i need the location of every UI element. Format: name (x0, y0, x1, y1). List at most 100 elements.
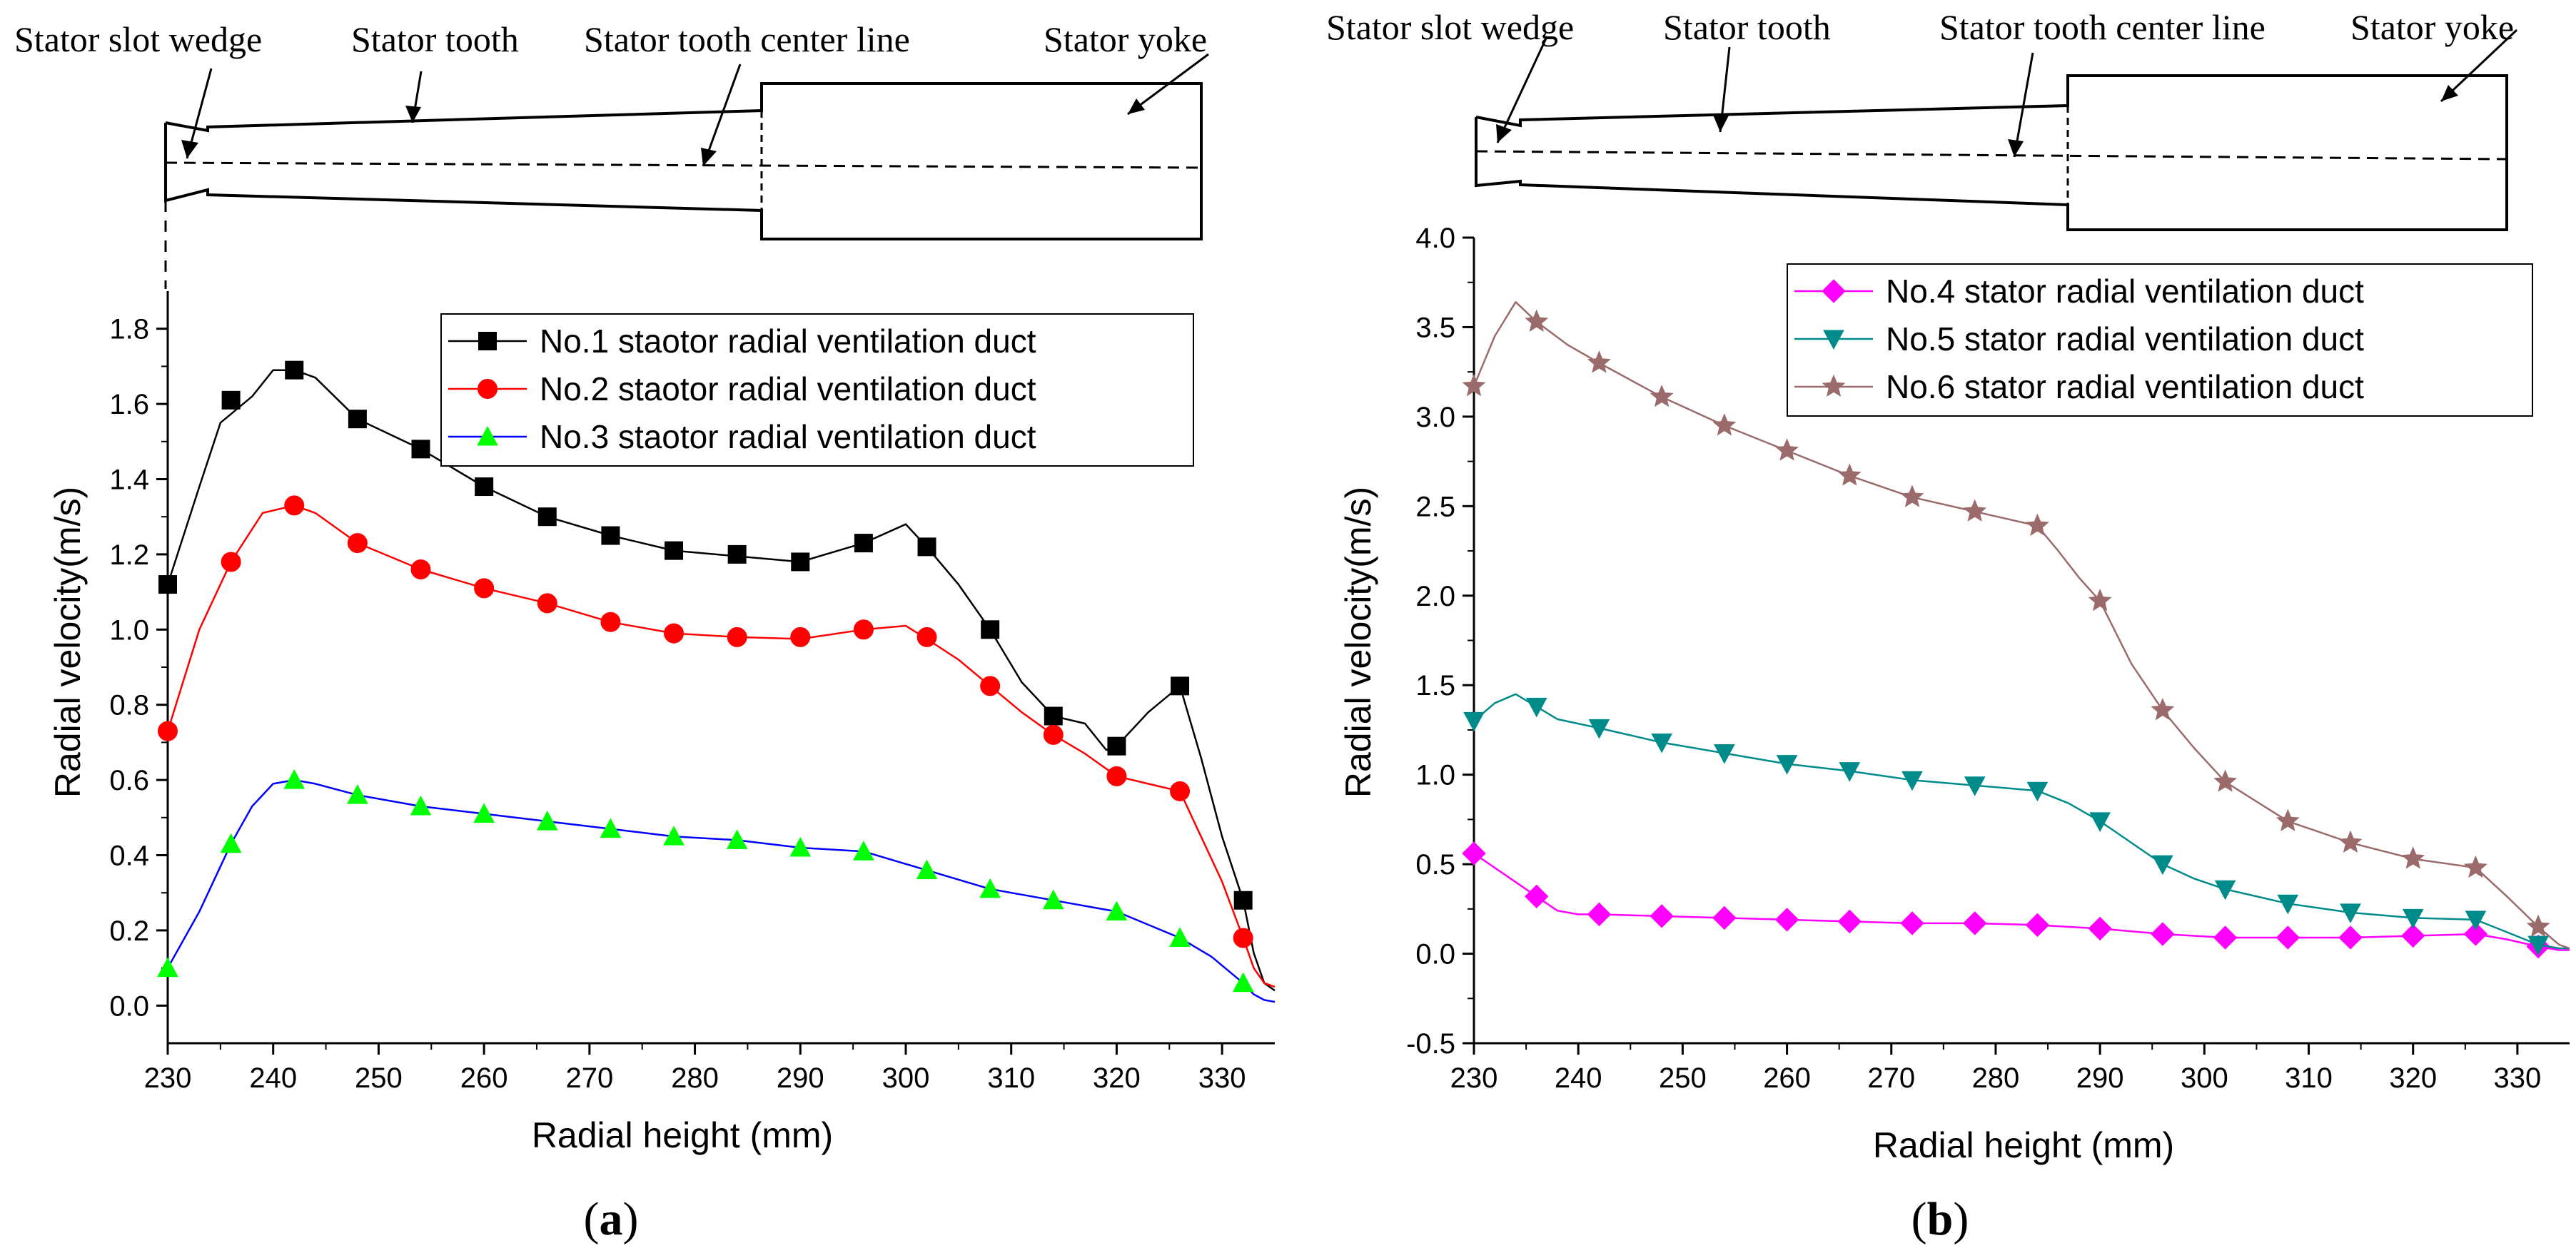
data-point-a-1 (601, 526, 620, 545)
x-tick-label-a: 240 (249, 1062, 297, 1094)
data-point-b-3 (1963, 499, 1987, 522)
data-point-b-2 (2277, 894, 2299, 915)
legend-label-a-2: No.2 staotor radial ventilation duct (540, 370, 1036, 407)
data-point-a-3 (916, 859, 938, 880)
data-point-b-3 (1900, 485, 1924, 507)
wedge-arrow-head-b (1496, 124, 1512, 143)
yoke-arrow-head-a (1128, 98, 1145, 114)
series-a-2 (158, 495, 1276, 988)
data-point-b-1 (2401, 923, 2425, 948)
x-tick-label-a: 290 (777, 1062, 824, 1094)
data-point-b-1 (2151, 922, 2175, 946)
data-point-a-3 (600, 818, 622, 838)
data-point-a-2 (474, 578, 495, 599)
data-point-a-1 (221, 390, 241, 410)
data-point-a-2 (980, 676, 1001, 696)
data-point-a-1 (727, 544, 747, 564)
data-point-a-3 (1232, 972, 1254, 993)
y-axis-label-b: Radial velocity(m/s) (1338, 487, 1378, 798)
legend-box-a (440, 313, 1194, 467)
data-point-b-3 (1525, 309, 1549, 332)
label-slot-wedge-a: Stator slot wedge (14, 19, 262, 59)
data-point-a-1 (475, 477, 494, 497)
data-point-b-3 (2025, 513, 2049, 536)
x-tick-label-b: 290 (2076, 1062, 2124, 1094)
y-tick-label-a: 0.6 (109, 765, 149, 796)
data-point-a-3 (726, 829, 748, 849)
plot-area-b: 230 240 250 260 270 280 290 300 310 320 330 -0.5 0.0… (1406, 223, 2570, 1094)
data-point-a-1 (665, 541, 684, 560)
label-stator-yoke-b: Stator yoke (2350, 7, 2514, 47)
y-tick-label-b: 0.0 (1415, 939, 1455, 970)
data-point-b-3 (1775, 438, 1799, 461)
stator-diagram-b (1475, 29, 2518, 231)
series-a-3 (157, 769, 1276, 1003)
data-point-b-1 (2088, 916, 2112, 941)
data-point-b-1 (1963, 911, 1987, 935)
data-point-a-3 (789, 836, 812, 857)
x-tick-label-b: 280 (1972, 1062, 2020, 1094)
data-point-b-2 (2214, 880, 2236, 901)
data-point-b-2 (2527, 935, 2549, 956)
x-tick-label-a: 300 (882, 1062, 930, 1094)
yoke-arrow-head-b (2441, 85, 2458, 101)
data-point-b-3 (1462, 373, 1486, 397)
y-tick-label-b: 1.5 (1415, 670, 1455, 701)
data-point-b-3 (2401, 846, 2425, 869)
stator-tooth-outline-a (164, 82, 1203, 240)
tooth-center-line-b (1475, 150, 2507, 161)
center-line-arrow-head-b (2008, 139, 2024, 157)
legend-marker-a-1 (478, 332, 497, 350)
center-line-arrow-head-a (701, 148, 717, 166)
data-point-a-1 (1044, 706, 1063, 726)
label-stator-tooth-b: Stator tooth (1663, 7, 1831, 47)
y-tick-label-a: 0.2 (109, 915, 149, 947)
data-point-b-2 (1964, 776, 1986, 796)
data-point-a-1 (854, 534, 873, 553)
data-point-b-3 (1650, 384, 1674, 407)
y-tick-label-b: 1.0 (1415, 760, 1455, 791)
x-tick-label-a: 230 (144, 1062, 192, 1094)
data-point-a-2 (727, 627, 747, 647)
data-point-a-2 (790, 627, 811, 647)
data-point-b-3 (1712, 413, 1737, 436)
y-tick-label-b: -0.5 (1406, 1028, 1455, 1060)
x-tick-label-a: 250 (355, 1062, 403, 1094)
data-point-a-2 (1043, 724, 1064, 745)
y-tick-label-a: 0.4 (109, 841, 149, 872)
data-point-b-1 (1525, 884, 1549, 908)
series-line-a-3 (166, 778, 1276, 1003)
data-point-a-2 (284, 495, 305, 516)
data-point-b-3 (2276, 808, 2300, 831)
yoke-arrow-b (2440, 29, 2518, 103)
data-point-b-3 (2338, 830, 2363, 853)
data-point-a-3 (1042, 889, 1064, 910)
label-stator-tooth-a: Stator tooth (351, 19, 519, 59)
data-point-b-1 (2463, 922, 2488, 946)
data-point-b-3 (2526, 914, 2550, 937)
data-point-a-1 (791, 552, 810, 572)
data-point-a-1 (981, 620, 1000, 639)
data-point-a-1 (1233, 891, 1253, 910)
data-point-a-3 (1169, 927, 1191, 947)
y-tick-label-b: 2.5 (1415, 491, 1455, 522)
data-point-a-2 (410, 559, 431, 579)
y-tick-label-b: 4.0 (1415, 223, 1455, 254)
tooth-center-line-a (165, 161, 1202, 169)
x-tick-label-b: 260 (1763, 1062, 1811, 1094)
y-tick-label-b: 3.0 (1415, 402, 1455, 433)
data-point-b-3 (2088, 588, 2112, 612)
x-axis-label-b: Radial height (mm) (1873, 1125, 2174, 1165)
data-point-b-1 (1462, 841, 1486, 866)
data-point-a-3 (1106, 901, 1128, 921)
legend-marker-a-3 (477, 425, 498, 446)
data-point-a-1 (917, 537, 936, 557)
legend-a: No.1 staotor radial ventilation duct No.2… (440, 313, 1194, 467)
data-point-b-2 (1839, 762, 1861, 782)
data-point-a-3 (853, 841, 874, 861)
data-point-b-2 (1651, 734, 1672, 754)
data-point-b-1 (1774, 908, 1799, 932)
data-point-b-1 (2213, 925, 2238, 950)
data-point-a-1 (1107, 736, 1126, 756)
data-point-a-3 (220, 833, 242, 853)
